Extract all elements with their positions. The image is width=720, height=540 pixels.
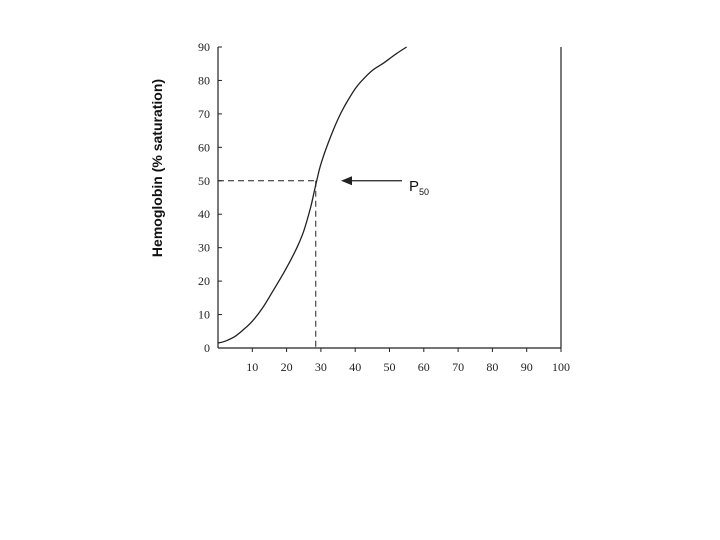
p50-guide-lines xyxy=(218,180,317,348)
y-tick-label: 20 xyxy=(198,274,210,288)
x-tick-label: 90 xyxy=(521,360,533,374)
x-tick-label: 40 xyxy=(349,360,361,374)
x-tick-label: 20 xyxy=(281,360,293,374)
x-tick-label: 80 xyxy=(486,360,498,374)
p50-label-sub: 50 xyxy=(419,187,429,197)
y-tick-label: 40 xyxy=(198,207,210,221)
y-tick-label: 60 xyxy=(198,140,210,154)
x-tick-label: 70 xyxy=(452,360,464,374)
y-tick-label: 50 xyxy=(198,174,210,188)
p50-label-main: P xyxy=(409,178,419,195)
y-tick-label: 70 xyxy=(198,107,210,121)
x-tick-label: 100 xyxy=(552,360,570,374)
y-tick-label: 10 xyxy=(198,308,210,322)
y-tick-label: 90 xyxy=(198,40,210,54)
x-tick-label: 10 xyxy=(246,360,258,374)
x-tick-label: 30 xyxy=(315,360,327,374)
y-tick-label: 30 xyxy=(198,241,210,255)
y-tick-label: 0 xyxy=(204,341,210,355)
chart-axes xyxy=(217,47,562,349)
p50-label: P50 xyxy=(409,178,429,197)
x-tick-label: 60 xyxy=(418,360,430,374)
saturation-curve xyxy=(217,46,407,344)
p50-arrow-head xyxy=(341,176,352,186)
y-tick-label: 80 xyxy=(198,73,210,87)
x-tick-label: 50 xyxy=(384,360,396,374)
y-axis-label: Hemoglobin (% saturation) xyxy=(149,79,165,257)
x-ticks: 10 20 30 40 50 60 70 80 90 100 xyxy=(246,348,570,374)
y-ticks: 0 10 20 30 40 50 60 70 80 90 xyxy=(198,40,222,355)
p50-arrow xyxy=(341,176,402,186)
